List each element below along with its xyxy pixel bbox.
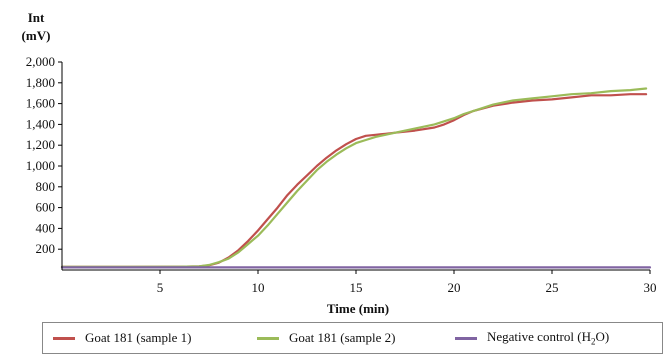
x-axis: 5 10 15 20 25 30 <box>157 270 657 295</box>
y-tick-label: 400 <box>36 220 56 235</box>
y-axis-title-line1: Int <box>28 10 45 25</box>
y-tick-label: 1,400 <box>26 116 55 131</box>
legend-item-sample2: Goat 181 (sample 2) <box>257 323 396 353</box>
x-tick-label: 25 <box>546 280 559 295</box>
y-tick-label: 200 <box>36 241 56 256</box>
y-tick-label: 1,200 <box>26 137 55 152</box>
legend-item-negative-control: Negative control (H2O) <box>455 323 609 353</box>
legend: Goat 181 (sample 1) Goat 181 (sample 2) … <box>42 322 663 354</box>
x-tick-label: 30 <box>644 280 657 295</box>
y-tick-label: 800 <box>36 179 56 194</box>
legend-swatch-sample2 <box>257 336 279 340</box>
x-tick-label: 15 <box>350 280 363 295</box>
y-axis: 200 400 600 800 1,000 1,200 1,400 1,600 1,800 2,0… <box>26 54 62 256</box>
legend-label-negative-control: Negative control (H2O) <box>487 329 610 347</box>
legend-swatch-sample1 <box>53 336 75 340</box>
y-axis-title-line2: (mV) <box>22 28 51 43</box>
series-layer <box>60 87 652 269</box>
line-chart: Int (mV) 200 400 600 800 1,000 1,200 1,400 1,60… <box>22 10 657 316</box>
x-tick-label: 20 <box>448 280 461 295</box>
legend-swatch-negative-control <box>455 336 477 340</box>
y-tick-label: 1,000 <box>26 158 55 173</box>
series-line-sample2 <box>60 87 648 268</box>
x-tick-label: 10 <box>252 280 265 295</box>
y-tick-label: 1,800 <box>26 75 55 90</box>
legend-label-sample2: Goat 181 (sample 2) <box>289 330 396 345</box>
y-tick-label: 600 <box>36 200 56 215</box>
series-line-sample1 <box>60 93 648 268</box>
x-axis-title: Time (min) <box>327 301 389 316</box>
y-tick-label: 2,000 <box>26 54 55 69</box>
y-tick-label: 1,600 <box>26 96 55 111</box>
legend-item-sample1: Goat 181 (sample 1) <box>53 323 192 353</box>
x-tick-label: 5 <box>157 280 164 295</box>
legend-label-sample1: Goat 181 (sample 1) <box>85 330 192 345</box>
